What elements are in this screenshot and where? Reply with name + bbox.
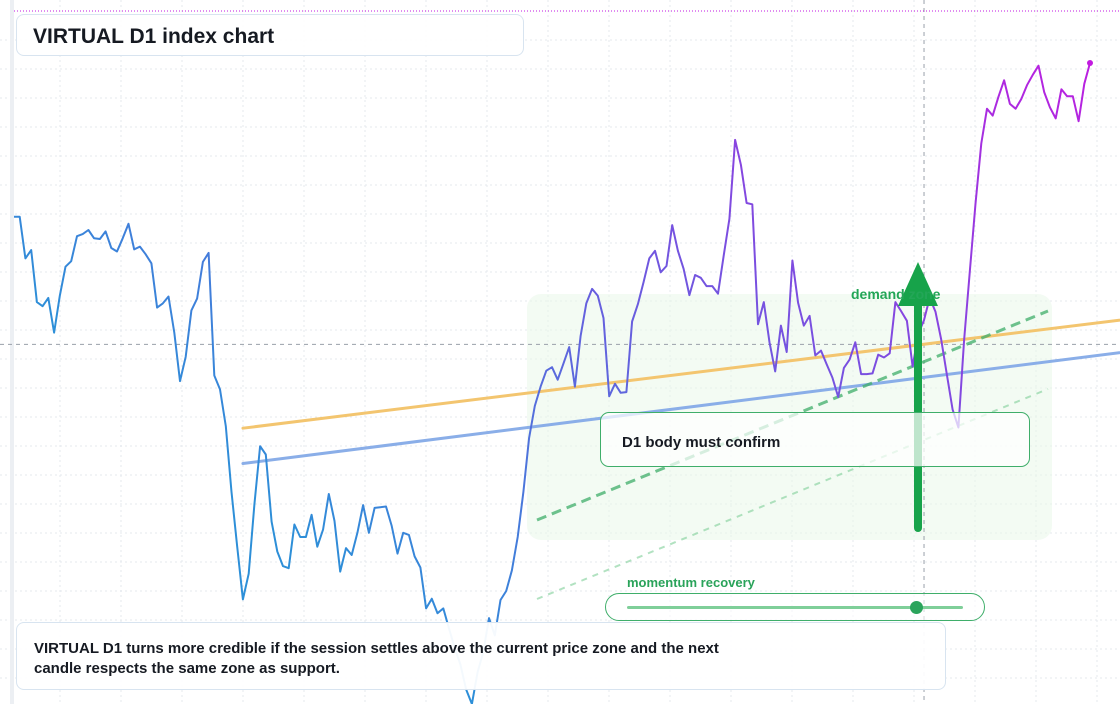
arrow-head — [898, 262, 938, 306]
confirm-callout: D1 body must confirm — [600, 412, 1030, 467]
chart-title: VIRTUAL D1 index chart — [33, 25, 275, 48]
support-trendline — [241, 351, 1120, 466]
left-edge — [10, 0, 14, 704]
last-price-point — [1087, 59, 1093, 66]
title-card: VIRTUAL D1 index chart — [16, 14, 524, 56]
confirm-text: D1 body must confirm — [622, 434, 781, 451]
momentum-label: momentum recovery — [627, 575, 755, 590]
momentum-slider-knob[interactable] — [909, 601, 923, 614]
momentum-slider[interactable] — [605, 593, 985, 621]
note-card: VIRTUAL D1 turns more credible if the se… — [16, 622, 946, 690]
resistance-trendline — [241, 318, 1120, 430]
note-text: VIRTUAL D1 turns more credible if the se… — [34, 640, 719, 677]
price-line — [14, 62, 1091, 704]
price-series — [14, 59, 1093, 704]
demand-zone-label: demand zone — [851, 286, 941, 302]
momentum-slider-track — [627, 606, 963, 609]
